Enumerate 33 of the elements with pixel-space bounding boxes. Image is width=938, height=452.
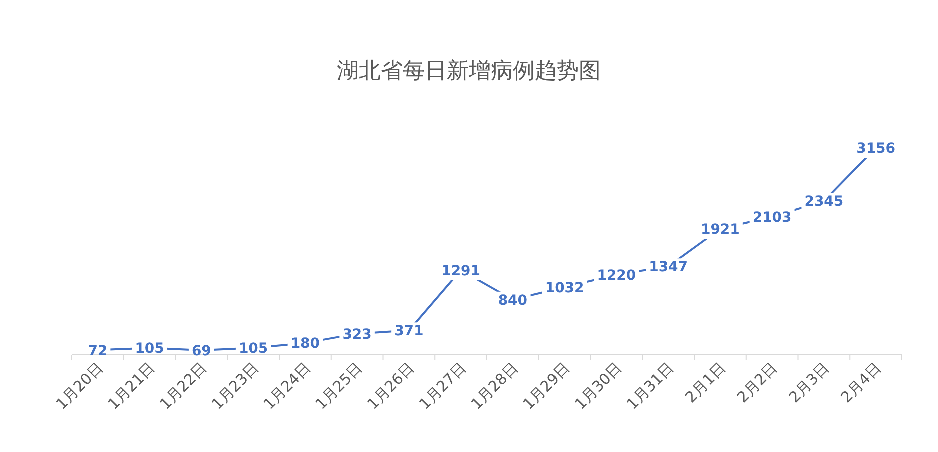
- x-tick-label: 1月26日: [364, 359, 418, 414]
- data-label: 1032: [545, 280, 584, 296]
- data-label: 1347: [649, 260, 688, 276]
- x-tick-label: 2月2日: [734, 359, 782, 407]
- data-label: 371: [394, 324, 424, 340]
- x-tick-label: 1月20日: [52, 359, 107, 414]
- x-tick-label: 1月22日: [156, 359, 211, 414]
- data-label: 2103: [752, 210, 792, 226]
- x-tick-label: 2月4日: [837, 359, 885, 407]
- x-tick-label: 1月30日: [571, 359, 626, 414]
- x-tick-label: 1月23日: [208, 359, 262, 414]
- x-tick-label: 1月27日: [416, 359, 470, 414]
- x-tick-label: 1月29日: [519, 359, 574, 414]
- data-label: 3156: [856, 141, 896, 157]
- data-label: 1921: [700, 222, 740, 238]
- data-label: 69: [192, 343, 212, 360]
- x-tick-label: 2月1日: [682, 359, 730, 407]
- x-tick-label: 1月25日: [312, 359, 366, 414]
- chart-title: 湖北省每日新增病例趋势图: [337, 59, 601, 84]
- x-tick-label: 1月31日: [623, 359, 678, 414]
- data-label: 180: [290, 336, 320, 352]
- data-label: 840: [498, 292, 528, 309]
- data-label: 1291: [442, 263, 481, 280]
- data-label: 323: [342, 326, 372, 343]
- data-label: 1220: [597, 268, 636, 284]
- data-label: 105: [238, 341, 268, 358]
- x-tick-label: 2月3日: [786, 359, 834, 407]
- x-tick-label: 1月28日: [468, 359, 522, 414]
- data-label: 2345: [804, 194, 844, 210]
- x-tick-label: 1月21日: [104, 359, 159, 414]
- data-label: 72: [88, 343, 108, 360]
- data-label: 105: [135, 341, 164, 358]
- x-tick-label: 1月24日: [260, 359, 314, 414]
